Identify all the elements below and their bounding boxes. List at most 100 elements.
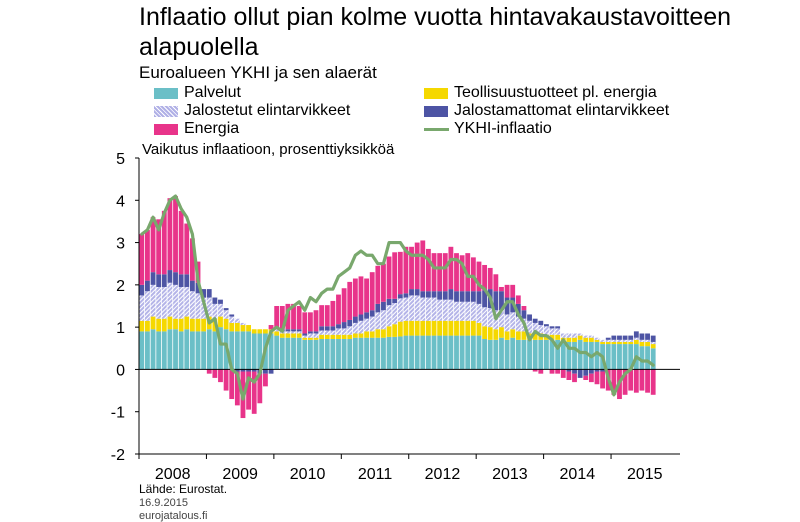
bar-segment-0-32: [319, 338, 325, 370]
bar-segment-3-36: [341, 322, 347, 329]
bar-segment-2-0: [139, 295, 145, 321]
bar-segment-4-29: [302, 312, 308, 334]
bar-segment-2-30: [307, 333, 313, 338]
source-note: Lähde: Eurostat.: [139, 482, 228, 496]
bar-segment-3-54: [442, 291, 448, 300]
bar-segment-3-73: [549, 326, 555, 329]
bar-segment-2-41: [369, 316, 375, 332]
bar-segment-2-51: [425, 297, 431, 321]
bar-segment-2-17: [234, 318, 240, 323]
bar-segment-4-33: [324, 305, 330, 327]
bar-segment-1-68: [521, 331, 527, 340]
bar-segment-1-54: [442, 320, 448, 336]
bar-segment-0-5: [167, 329, 173, 370]
bar-segment-0-39: [358, 337, 364, 370]
bar-segment-0-30: [307, 339, 313, 370]
legend-line-ykhi: [424, 128, 449, 131]
bar-segment-2-64: [499, 310, 504, 328]
bar-segment-1-29: [302, 337, 308, 340]
x-tick-label: 2010: [290, 466, 326, 483]
bar-segment-2-16: [229, 316, 235, 323]
bar-segment-2-65: [504, 314, 510, 332]
chart-bars: [139, 196, 656, 419]
bar-segment-2-71: [538, 325, 544, 334]
bar-segment-4-77: [572, 373, 577, 383]
bar-segment-4-76: [566, 371, 572, 380]
bar-segment-1-51: [425, 320, 431, 336]
legend-swatch-energia: [154, 124, 178, 135]
bar-segment-3-63: [493, 291, 499, 311]
bar-segment-2-31: [313, 333, 319, 338]
bar-segment-1-11: [201, 318, 207, 332]
bar-segment-1-42: [375, 329, 381, 338]
bar-segment-0-41: [369, 337, 375, 370]
bar-segment-2-85: [617, 339, 622, 342]
bar-segment-3-85: [617, 335, 622, 340]
bar-segment-2-12: [206, 297, 212, 317]
bar-segment-4-1: [145, 229, 150, 281]
bar-segment-0-53: [437, 335, 443, 370]
bar-segment-1-1: [145, 320, 150, 332]
bar-segment-2-66: [510, 312, 516, 330]
bar-segment-4-16: [229, 369, 235, 400]
bar-segment-3-88: [633, 331, 639, 338]
bar-segment-3-33: [324, 326, 330, 331]
bar-segment-4-12: [206, 369, 212, 374]
bar-segment-0-85: [617, 344, 622, 370]
bar-segment-4-51: [425, 248, 431, 292]
bar-segment-1-67: [515, 331, 521, 340]
bar-segment-2-89: [639, 339, 645, 342]
bar-segment-3-14: [218, 299, 223, 304]
bar-segment-1-2: [150, 316, 156, 330]
bar-segment-4-6: [173, 196, 178, 273]
bar-segment-3-31: [313, 331, 319, 334]
bar-segment-2-59: [470, 301, 476, 321]
bar-segment-0-1: [145, 331, 150, 370]
bar-segment-2-91: [650, 341, 656, 345]
bar-segment-4-45: [392, 252, 398, 299]
bar-segment-0-71: [538, 339, 544, 370]
bar-segment-3-64: [499, 291, 504, 311]
bar-segment-2-18: [240, 322, 246, 326]
bar-segment-3-76: [566, 369, 572, 372]
bar-segment-3-20: [251, 369, 257, 372]
bar-segment-3-55: [448, 289, 454, 300]
bar-segment-4-46: [397, 251, 403, 295]
y-tick-label: -1: [111, 405, 125, 422]
bar-segment-2-13: [212, 303, 218, 319]
bar-segment-3-11: [201, 289, 207, 298]
bar-segment-3-86: [622, 335, 628, 340]
bar-segment-3-32: [319, 326, 325, 331]
y-axis-unit-label: Vaikutus inflaatioon, prosenttiyksikköä: [142, 141, 395, 158]
bar-segment-1-64: [499, 327, 504, 338]
bar-segment-1-43: [381, 329, 386, 338]
bar-segment-4-65: [504, 284, 510, 298]
bar-segment-4-55: [448, 246, 454, 290]
bar-segment-1-31: [313, 337, 319, 340]
bar-segment-0-47: [403, 335, 409, 370]
bar-segment-2-83: [605, 339, 611, 342]
bar-segment-2-79: [583, 335, 589, 338]
bar-segment-4-43: [381, 263, 386, 302]
bar-segment-2-76: [566, 333, 572, 338]
legend-label: Palvelut: [184, 84, 241, 101]
chart-legend: Palvelut Teollisuustuotteet pl. energia …: [154, 84, 714, 144]
bar-segment-1-7: [178, 318, 184, 332]
bar-segment-3-30: [307, 331, 313, 334]
bar-segment-1-49: [414, 320, 420, 336]
bar-segment-1-19: [246, 325, 251, 332]
bar-segment-0-91: [650, 348, 656, 370]
bar-segment-1-55: [448, 320, 454, 336]
legend-swatch-jalostamattomat: [424, 106, 448, 117]
bar-segment-1-21: [257, 329, 263, 334]
bar-segment-4-71: [538, 369, 544, 374]
bar-segment-2-56: [454, 301, 459, 321]
bar-segment-3-51: [425, 291, 431, 298]
bar-segment-2-81: [594, 337, 600, 340]
bar-segment-1-81: [594, 339, 600, 342]
bar-segment-4-68: [521, 306, 527, 311]
bar-segment-1-22: [263, 329, 268, 334]
bar-segment-3-52: [431, 291, 437, 298]
bar-segment-3-3: [156, 274, 162, 287]
